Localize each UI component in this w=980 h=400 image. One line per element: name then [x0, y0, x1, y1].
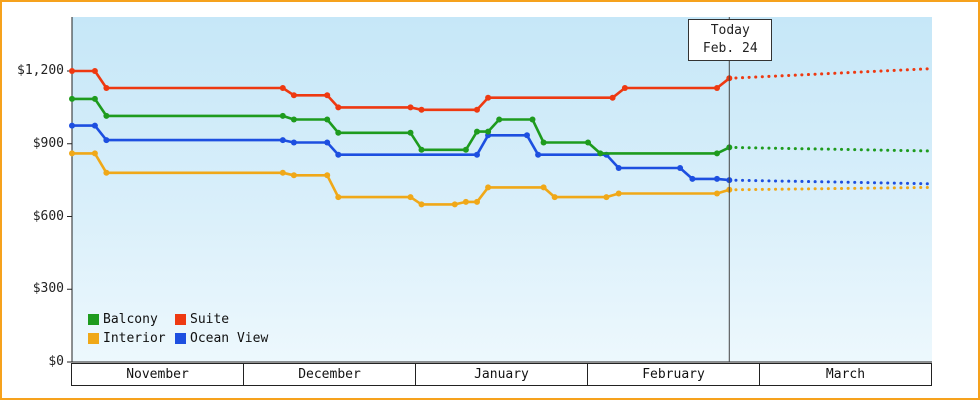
series-marker-interior — [91, 150, 98, 157]
series-marker-suite — [324, 92, 331, 99]
series-marker-interior — [335, 194, 342, 201]
series-marker-ocean-view — [535, 151, 542, 158]
legend-item-balcony: Balcony — [88, 312, 175, 327]
series-marker-balcony — [69, 95, 75, 102]
series-marker-interior — [462, 198, 469, 205]
today-date: Feb. 24 — [702, 41, 758, 56]
series-marker-suite — [69, 68, 75, 74]
series-marker-balcony — [335, 129, 342, 136]
series-marker-suite — [714, 85, 720, 91]
series-marker-suite — [418, 106, 425, 113]
month-label-november: November — [71, 363, 244, 386]
today-label: Today — [710, 23, 750, 38]
legend-label-suite: Suite — [190, 312, 230, 327]
series-marker-balcony — [496, 116, 503, 123]
legend-label-interior: Interior — [103, 331, 166, 346]
month-label-december: December — [243, 363, 416, 386]
series-forecast-ocean-view — [727, 178, 934, 186]
y-axis-label: $600 — [32, 208, 64, 224]
series-marker-ocean-view — [290, 139, 297, 146]
legend-item-interior: Interior — [88, 331, 175, 346]
series-marker-ocean-view — [524, 132, 530, 139]
series-marker-interior — [474, 198, 480, 205]
series-marker-balcony — [324, 116, 331, 123]
series-marker-interior — [615, 190, 622, 197]
series-marker-ocean-view — [677, 165, 684, 171]
series-marker-suite — [279, 85, 286, 91]
month-label-january: January — [415, 363, 588, 386]
series-marker-interior — [551, 194, 558, 201]
series-marker-balcony — [597, 150, 604, 157]
series-marker-suite — [485, 94, 492, 101]
series-marker-interior — [279, 169, 286, 176]
series-forecast-interior — [727, 185, 934, 192]
y-axis-label: $0 — [48, 354, 64, 369]
y-axis-label: $900 — [32, 135, 64, 151]
series-marker-interior — [540, 184, 547, 191]
series-marker-balcony — [91, 95, 98, 102]
series-marker-balcony — [585, 139, 591, 146]
series-marker-balcony — [418, 146, 425, 153]
series-marker-interior — [69, 150, 75, 157]
legend-swatch-ocean-view — [175, 333, 186, 344]
y-axis-label: $300 — [32, 281, 64, 297]
legend-label-balcony: Balcony — [103, 312, 158, 327]
series-marker-suite — [103, 85, 110, 91]
series-marker-suite — [91, 68, 98, 74]
series-marker-interior — [714, 190, 720, 197]
series-line-interior — [72, 152, 730, 206]
month-label-february: February — [587, 363, 760, 386]
series-marker-balcony — [529, 116, 536, 123]
series-marker-interior — [451, 201, 458, 208]
series-marker-interior — [103, 169, 110, 176]
series-forecast-suite — [727, 67, 934, 80]
legend-item-suite: Suite — [175, 312, 268, 327]
series-marker-interior — [290, 172, 297, 179]
legend-swatch-suite — [175, 314, 186, 325]
series-marker-interior — [603, 194, 610, 201]
y-axis-label: $1,200 — [17, 63, 64, 78]
series-marker-ocean-view — [103, 137, 110, 144]
series-marker-balcony — [279, 112, 286, 119]
series-line-suite — [72, 69, 731, 112]
series-marker-interior — [407, 194, 414, 201]
month-label-march: March — [759, 363, 932, 386]
legend: Balcony Suite Interior Ocean View — [88, 312, 268, 346]
legend-swatch-balcony — [88, 314, 99, 325]
series-marker-suite — [474, 106, 480, 113]
series-marker-suite — [290, 92, 297, 99]
series-marker-ocean-view — [474, 151, 480, 158]
series-marker-suite — [335, 104, 342, 111]
x-axis-month-band: November December January February March — [71, 363, 933, 386]
series-marker-ocean-view — [714, 175, 720, 182]
series-marker-balcony — [474, 128, 480, 135]
series-marker-ocean-view — [324, 139, 331, 146]
series-marker-ocean-view — [91, 122, 98, 129]
series-marker-balcony — [462, 146, 469, 153]
series-marker-balcony — [485, 128, 492, 135]
series-marker-ocean-view — [279, 137, 286, 144]
series-marker-ocean-view — [615, 165, 622, 171]
legend-swatch-interior — [88, 333, 99, 344]
series-marker-interior — [418, 201, 425, 208]
series-marker-suite — [621, 85, 628, 91]
legend-item-ocean-view: Ocean View — [175, 331, 268, 346]
series-marker-balcony — [290, 116, 297, 123]
series-marker-balcony — [714, 150, 720, 157]
series-forecast-balcony — [727, 145, 934, 153]
series-marker-suite — [609, 94, 616, 101]
series-marker-balcony — [103, 112, 110, 119]
series-marker-suite — [407, 104, 414, 111]
series-marker-ocean-view — [69, 122, 75, 129]
series-marker-interior — [324, 172, 331, 179]
series-marker-balcony — [407, 129, 414, 136]
today-marker-box: Today Feb. 24 — [688, 19, 773, 61]
series-marker-interior — [485, 184, 492, 191]
series-marker-ocean-view — [335, 151, 342, 158]
legend-label-ocean-view: Ocean View — [190, 331, 269, 346]
series-marker-balcony — [540, 139, 547, 146]
series-marker-ocean-view — [689, 175, 696, 182]
